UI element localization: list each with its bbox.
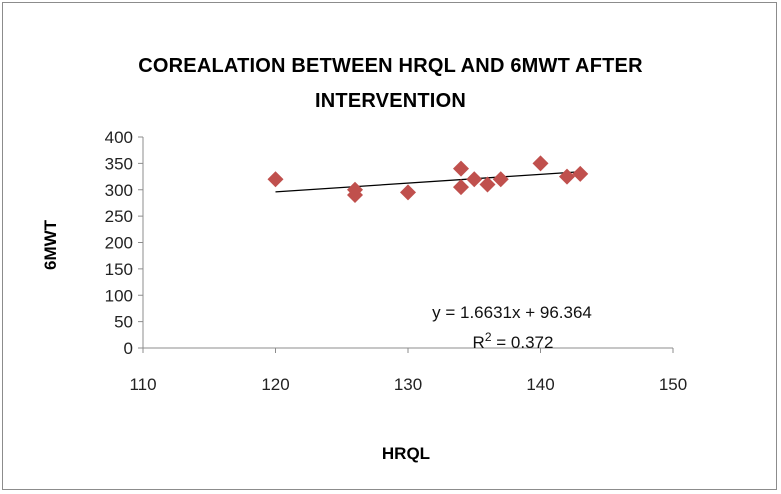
x-tick-label: 110: [129, 375, 156, 394]
y-tick-label: 0: [124, 339, 133, 358]
x-axis-label: HRQL: [382, 444, 430, 463]
x-tick-label: 140: [526, 375, 554, 394]
y-tick-label: 100: [105, 286, 133, 305]
y-tick-label: 300: [105, 181, 133, 200]
x-tick-label: 150: [659, 375, 687, 394]
data-point-marker: [267, 171, 284, 188]
y-tick-label: 350: [105, 154, 133, 173]
chart-title-line2: INTERVENTION: [315, 90, 466, 112]
r2-value: = 0.372: [492, 333, 554, 352]
axes: [138, 136, 674, 353]
y-axis-label: 6MWT: [41, 219, 60, 270]
data-point-marker: [400, 184, 416, 201]
trendline: [275, 171, 581, 193]
y-tick-label: 150: [105, 260, 133, 279]
data-points: [267, 155, 589, 204]
data-point-marker: [453, 179, 469, 196]
trendline-equation: y = 1.6631x + 96.364: [432, 303, 592, 322]
y-tick-label: 200: [105, 234, 133, 253]
data-point-marker: [572, 165, 589, 182]
y-tick-label: 250: [105, 207, 133, 226]
x-tick-label: 130: [394, 375, 422, 394]
x-tick-label: 120: [261, 375, 289, 394]
data-point-marker: [559, 168, 575, 185]
r2-superscript: 2: [485, 330, 492, 344]
data-point-marker: [479, 176, 496, 193]
chart-title-line1: COREALATION BETWEEN HRQL AND 6MWT AFTER: [138, 55, 643, 77]
y-tick-label: 50: [114, 313, 133, 332]
r-squared-label: R2 = 0.372: [473, 330, 554, 352]
data-point-marker: [347, 187, 363, 204]
y-tick-label: 400: [105, 128, 133, 147]
r2-prefix: R: [473, 333, 485, 352]
data-point-marker: [466, 171, 483, 188]
data-point-marker: [532, 155, 549, 172]
tick-labels: 0 50 100 150 200 250 300 350 400 110 120 130 140 150: [105, 128, 688, 394]
data-point-marker: [492, 171, 509, 188]
data-point-marker: [453, 160, 469, 177]
